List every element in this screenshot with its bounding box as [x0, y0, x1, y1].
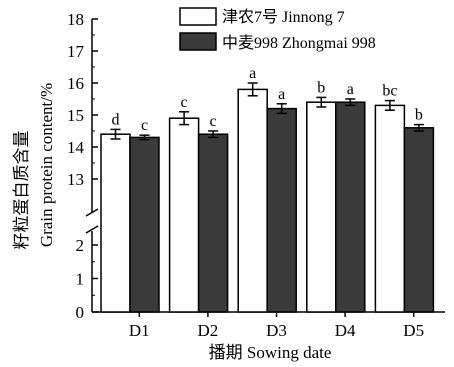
legend-swatch-jinnong7: [179, 7, 217, 26]
bar: [403, 127, 435, 313]
bar: [168, 117, 200, 313]
y-tick-label: 18: [67, 10, 84, 29]
significance-label: c: [210, 113, 217, 130]
x-tick-label: D4: [335, 321, 356, 340]
y-tick-label: 1: [76, 270, 85, 289]
y-axis-break-mark: [85, 208, 99, 234]
legend: 津农7号 Jinnong 7 中麦998 Zhongmai 998: [179, 7, 376, 52]
y-axis-title-cn: 籽粒蛋白质含量: [12, 131, 31, 250]
significance-label: b: [415, 107, 423, 124]
bar: [100, 133, 131, 313]
bar: [374, 104, 406, 313]
bar: [306, 101, 337, 313]
y-tick-label: 16: [67, 74, 84, 93]
y-tick-label: 0: [76, 303, 85, 322]
x-axis-title: 播期 Sowing date: [209, 343, 332, 362]
legend-label-zhongmai998: 中麦998 Zhongmai 998: [222, 34, 376, 52]
y-tick-label: 2: [76, 236, 85, 255]
x-tick-label: D3: [266, 321, 287, 340]
significance-label: b: [317, 79, 325, 96]
bar: [129, 136, 160, 313]
y-tick-label: 15: [67, 106, 84, 125]
significance-label: c: [181, 94, 188, 111]
y-tick-label: 13: [67, 170, 84, 189]
significance-label: a: [278, 86, 285, 103]
x-tick-label: D2: [198, 321, 219, 340]
bar: [335, 101, 366, 313]
y-axis-title-en: Grain protein content/%: [37, 83, 56, 247]
bar: [266, 107, 297, 313]
y-tick-label: 14: [67, 138, 85, 157]
bars: [100, 82, 435, 313]
x-tick-label: D1: [129, 321, 150, 340]
significance-label: a: [249, 65, 256, 82]
significance-label: d: [112, 111, 120, 128]
y-tick-label: 17: [67, 42, 85, 61]
legend-label-jinnong7: 津农7号 Jinnong 7: [222, 8, 345, 26]
bar: [197, 133, 229, 313]
significance-label: c: [141, 117, 148, 134]
x-tick-label: D5: [403, 321, 424, 340]
legend-swatch-zhongmai998: [179, 32, 217, 51]
significance-label: a: [347, 81, 354, 98]
significance-label: bc: [382, 83, 397, 100]
bar: [237, 88, 268, 313]
